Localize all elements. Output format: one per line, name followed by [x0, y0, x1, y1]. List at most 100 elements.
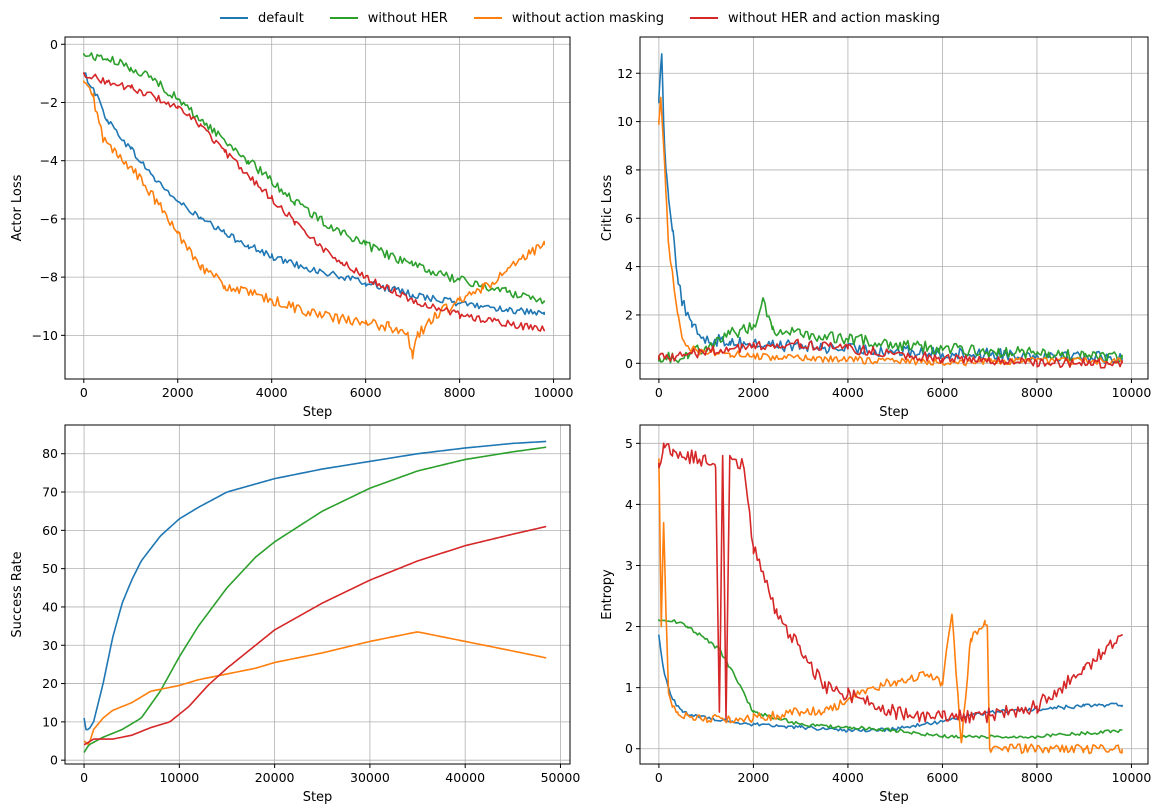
- y-tick-label: 5: [625, 436, 633, 451]
- series-line-without-her: [658, 619, 1123, 740]
- x-tick-label: 0: [80, 770, 88, 785]
- legend-label-default: default: [258, 10, 304, 26]
- x-tick-label: 50000: [541, 770, 581, 785]
- y-axis-label: Actor Loss: [10, 174, 25, 241]
- chart-success-rate: 0 10000 20000 30000 40000 50000 0 10 20 30 40 50 60 7…: [10, 424, 581, 805]
- series-group: [83, 440, 547, 753]
- x-tick-label: 4000: [256, 385, 288, 400]
- y-tick-label: 12: [617, 66, 633, 81]
- series-line-without-her: [82, 52, 545, 305]
- y-tick-label: 50: [42, 561, 58, 576]
- x-tick-label: 0: [655, 770, 663, 785]
- y-tick-label: 10: [617, 114, 633, 129]
- x-tick-label: 6000: [927, 770, 959, 785]
- x-tick-label: 6000: [350, 385, 382, 400]
- x-tick-label: 10000: [159, 770, 199, 785]
- y-tick-label: 20: [42, 676, 58, 691]
- series-line-without-her: [83, 446, 547, 753]
- x-axis-label: Step: [879, 790, 909, 805]
- chart-entropy: 0 2000 4000 6000 8000 10000 0 1 2 3 4 5 Step Entropy: [600, 424, 1152, 805]
- series-line-without-her-and-action-masking: [83, 525, 547, 746]
- y-tick-label: 1: [625, 680, 633, 695]
- x-tick-label: 8000: [1021, 770, 1053, 785]
- grid: [640, 425, 1148, 764]
- y-tick-label: 70: [42, 485, 58, 500]
- y-tick-label: 0: [50, 753, 58, 768]
- y-tick-label: 2: [625, 307, 633, 322]
- y-axis-label: Critic Loss: [600, 175, 615, 242]
- grid: [640, 37, 1148, 379]
- x-axis-label: Step: [303, 790, 333, 805]
- y-tick-label: −6: [40, 211, 58, 226]
- legend-swatch-without-her-and-action-masking: [690, 17, 719, 19]
- legend-item-without-her: without HER: [329, 10, 448, 26]
- series-line-without-her: [658, 297, 1123, 364]
- y-tick-label: 40: [42, 599, 58, 614]
- y-tick-label: −8: [40, 270, 58, 285]
- plot-frame: [639, 36, 1149, 380]
- y-tick-label: 2: [625, 619, 633, 634]
- x-tick-label: 10000: [1112, 385, 1152, 400]
- x-tick-label: 8000: [1021, 385, 1053, 400]
- x-tick-label: 2000: [162, 385, 194, 400]
- series-line-without-action-masking: [83, 631, 547, 745]
- x-axis-label: Step: [879, 405, 909, 420]
- x-tick-label: 2000: [738, 770, 770, 785]
- x-axis-label: Step: [303, 405, 333, 420]
- x-tick-label: 2000: [738, 385, 770, 400]
- x-tick-label: 10000: [534, 385, 574, 400]
- y-tick-label: 10: [42, 714, 58, 729]
- y-axis-label: Entropy: [600, 569, 615, 620]
- y-tick-label: 3: [625, 558, 633, 573]
- x-tick-label: 20000: [255, 770, 295, 785]
- series-line-default: [82, 72, 545, 316]
- y-tick-label: 0: [50, 37, 58, 52]
- legend: default without HER without action maski…: [0, 6, 1160, 30]
- plot-frame: [639, 424, 1149, 765]
- series-line-default: [658, 634, 1123, 733]
- series-line-default: [658, 53, 1123, 364]
- legend-item-without-action-masking: without action masking: [473, 10, 665, 26]
- series-group: [658, 442, 1123, 755]
- y-tick-label: 30: [42, 638, 58, 653]
- legend-label-without-her-and-action-masking: without HER and action masking: [728, 10, 940, 26]
- grid: [65, 37, 570, 379]
- y-tick-label: 80: [42, 446, 58, 461]
- legend-swatch-without-action-masking: [473, 17, 502, 19]
- y-axis-label: Success Rate: [10, 551, 25, 637]
- x-tick-label: 30000: [350, 770, 390, 785]
- series-group: [658, 53, 1123, 369]
- x-tick-label: 4000: [832, 385, 864, 400]
- x-tick-label: 0: [655, 385, 663, 400]
- series-line-default: [83, 440, 547, 731]
- x-tick-label: 10000: [1112, 770, 1152, 785]
- y-tick-label: 6: [625, 211, 633, 226]
- plot-frame: [64, 36, 571, 380]
- legend-swatch-without-her: [329, 17, 358, 19]
- y-tick-label: 4: [625, 259, 633, 274]
- y-tick-label: 0: [625, 741, 633, 756]
- legend-label-without-her: without HER: [367, 10, 448, 26]
- legend-item-without-her-and-action-masking: without HER and action masking: [690, 11, 940, 26]
- series-line-without-her-and-action-masking: [658, 442, 1123, 724]
- legend-label-without-action-masking: without action masking: [511, 10, 665, 26]
- y-tick-label: −2: [40, 95, 58, 110]
- series-group: [82, 52, 545, 360]
- series-line-without-her-and-action-masking: [82, 72, 545, 332]
- y-tick-label: −10: [32, 328, 58, 343]
- series-line-without-action-masking: [82, 80, 545, 360]
- legend-item-default: default: [220, 11, 304, 26]
- x-tick-label: 6000: [927, 385, 959, 400]
- x-tick-label: 8000: [444, 385, 476, 400]
- y-tick-label: 60: [42, 523, 58, 538]
- chart-critic-loss: 0 2000 4000 6000 8000 10000 0 2 4 6 8 10 12 Step Criti…: [600, 36, 1152, 420]
- series-line-without-her-and-action-masking: [658, 338, 1123, 369]
- series-line-without-action-masking: [658, 458, 1123, 755]
- x-tick-label: 40000: [445, 770, 485, 785]
- y-tick-label: 4: [625, 497, 633, 512]
- plot-frame: [64, 424, 571, 765]
- y-tick-label: 0: [625, 356, 633, 371]
- legend-swatch-default: [220, 17, 249, 19]
- x-tick-label: 4000: [832, 770, 864, 785]
